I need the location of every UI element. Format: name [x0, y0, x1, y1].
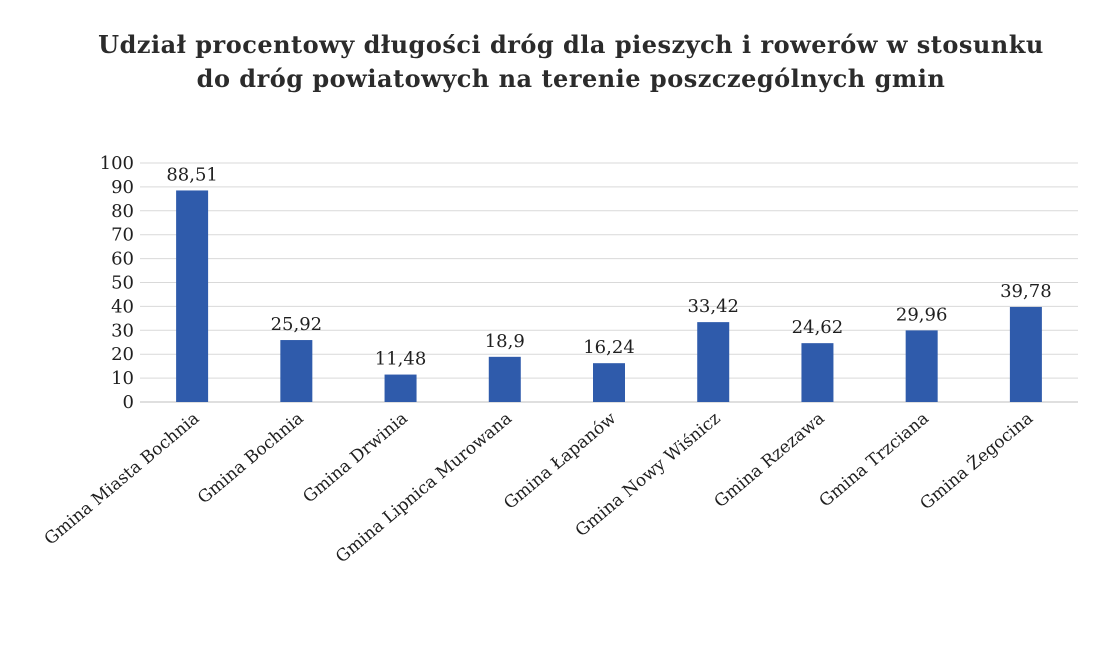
bar — [801, 343, 834, 402]
bar — [697, 322, 730, 402]
y-tick-label: 10 — [111, 368, 134, 389]
bar — [1009, 306, 1042, 402]
y-tick-label: 80 — [111, 201, 134, 222]
data-label: 33,42 — [687, 296, 739, 317]
category-label: Gmina Bochnia — [194, 409, 307, 509]
y-tick-label: 70 — [111, 225, 134, 246]
bar — [280, 340, 313, 402]
category-label: Gmina Miasta Bochnia — [41, 409, 204, 550]
y-tick-label: 60 — [111, 249, 134, 270]
gridlines — [140, 162, 1078, 403]
category-label: Gmina Drwinia — [299, 409, 411, 508]
data-label: 16,24 — [583, 337, 635, 358]
y-tick-label: 50 — [111, 273, 134, 294]
data-label: 25,92 — [271, 314, 323, 335]
y-tick-label: 20 — [111, 344, 134, 365]
y-tick-label: 90 — [111, 177, 134, 198]
bar — [905, 330, 938, 402]
y-tick-label: 30 — [111, 320, 134, 341]
data-label: 29,96 — [896, 304, 948, 325]
category-label: Gmina Lipnica Murowana — [332, 409, 516, 568]
category-label: Gmina Trzciana — [816, 409, 933, 512]
chart-title: Udział procentowy długości dróg dla pies… — [98, 30, 1044, 93]
data-label: 24,62 — [792, 317, 844, 338]
data-label: 18,9 — [485, 331, 525, 352]
data-label: 11,48 — [375, 349, 427, 370]
data-label: 88,51 — [166, 164, 218, 185]
data-labels: 88,51 25,92 11,48 18,9 16,24 33,42 24,62 29,96 3… — [166, 164, 1051, 369]
bar — [488, 356, 521, 402]
data-label: 39,78 — [1000, 281, 1052, 302]
y-tick-label: 0 — [123, 392, 134, 413]
bar — [384, 374, 417, 402]
category-label: Gmina Rzezawa — [711, 409, 829, 513]
y-tick-label: 100 — [100, 153, 134, 174]
bars — [176, 190, 1042, 402]
category-label: Gmina Łapanów — [500, 408, 620, 514]
bar — [176, 190, 209, 402]
bar — [593, 363, 625, 402]
category-label: Gmina Żegocina — [916, 408, 1037, 515]
y-tick-label: 40 — [111, 296, 134, 317]
